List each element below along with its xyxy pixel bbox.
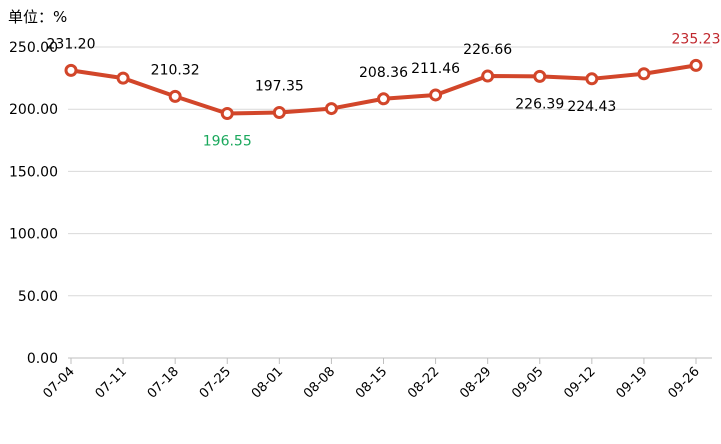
data-point xyxy=(481,69,495,83)
data-point xyxy=(637,67,651,81)
series-line xyxy=(64,58,703,120)
x-tick-label: 09-05 xyxy=(509,364,546,401)
data-label: 224.43 xyxy=(567,99,616,115)
data-point xyxy=(324,102,338,116)
y-tick-label: 0.00 xyxy=(27,351,58,367)
x-tick-label: 07-11 xyxy=(93,364,130,401)
data-point xyxy=(272,105,286,119)
data-point xyxy=(533,69,547,83)
x-tick-label: 08-29 xyxy=(457,364,494,401)
data-point xyxy=(429,88,443,102)
data-point xyxy=(689,58,703,72)
y-tick-label: 100.00 xyxy=(9,227,58,243)
x-tick-label: 09-12 xyxy=(561,364,598,401)
x-tick-label: 08-08 xyxy=(301,364,338,401)
data-point xyxy=(64,63,78,77)
x-tick-label: 07-25 xyxy=(197,364,234,401)
data-point xyxy=(585,72,599,86)
data-label: 211.46 xyxy=(411,61,460,77)
data-label: 197.35 xyxy=(255,78,304,94)
data-point xyxy=(220,106,234,120)
data-label: 210.32 xyxy=(151,62,200,78)
data-label: 235.23 xyxy=(672,31,721,47)
x-tick-label: 08-15 xyxy=(353,364,390,401)
x-tick-label: 09-26 xyxy=(666,364,703,401)
data-point xyxy=(377,92,390,106)
x-tick-label: 08-22 xyxy=(405,364,442,401)
y-axis: 0.00 50.00 100.00 150.00 200.00 250.00 xyxy=(9,40,58,367)
y-tick-label: 150.00 xyxy=(9,164,58,180)
data-point xyxy=(116,71,130,85)
data-label: 196.55 xyxy=(203,133,252,149)
data-label: 226.39 xyxy=(515,96,564,112)
data-label: 231.20 xyxy=(47,36,96,52)
data-point xyxy=(168,89,182,103)
y-tick-label: 50.00 xyxy=(18,289,58,305)
x-tick-label: 09-19 xyxy=(613,364,650,401)
y-tick-label: 200.00 xyxy=(9,102,58,118)
grid-lines xyxy=(68,46,712,297)
data-label: 226.66 xyxy=(463,42,512,58)
x-axis: 07-04 07-11 07-18 07-25 08-01 08-08 08-15 08-22… xyxy=(41,357,712,402)
x-tick-label: 07-04 xyxy=(41,364,78,401)
x-tick-label: 07-18 xyxy=(145,364,182,401)
y-tick-label: 250.00 xyxy=(9,40,58,56)
data-label: 208.36 xyxy=(359,65,408,81)
unit-label: 单位：% xyxy=(8,8,68,26)
x-tick-label: 08-01 xyxy=(249,364,286,401)
